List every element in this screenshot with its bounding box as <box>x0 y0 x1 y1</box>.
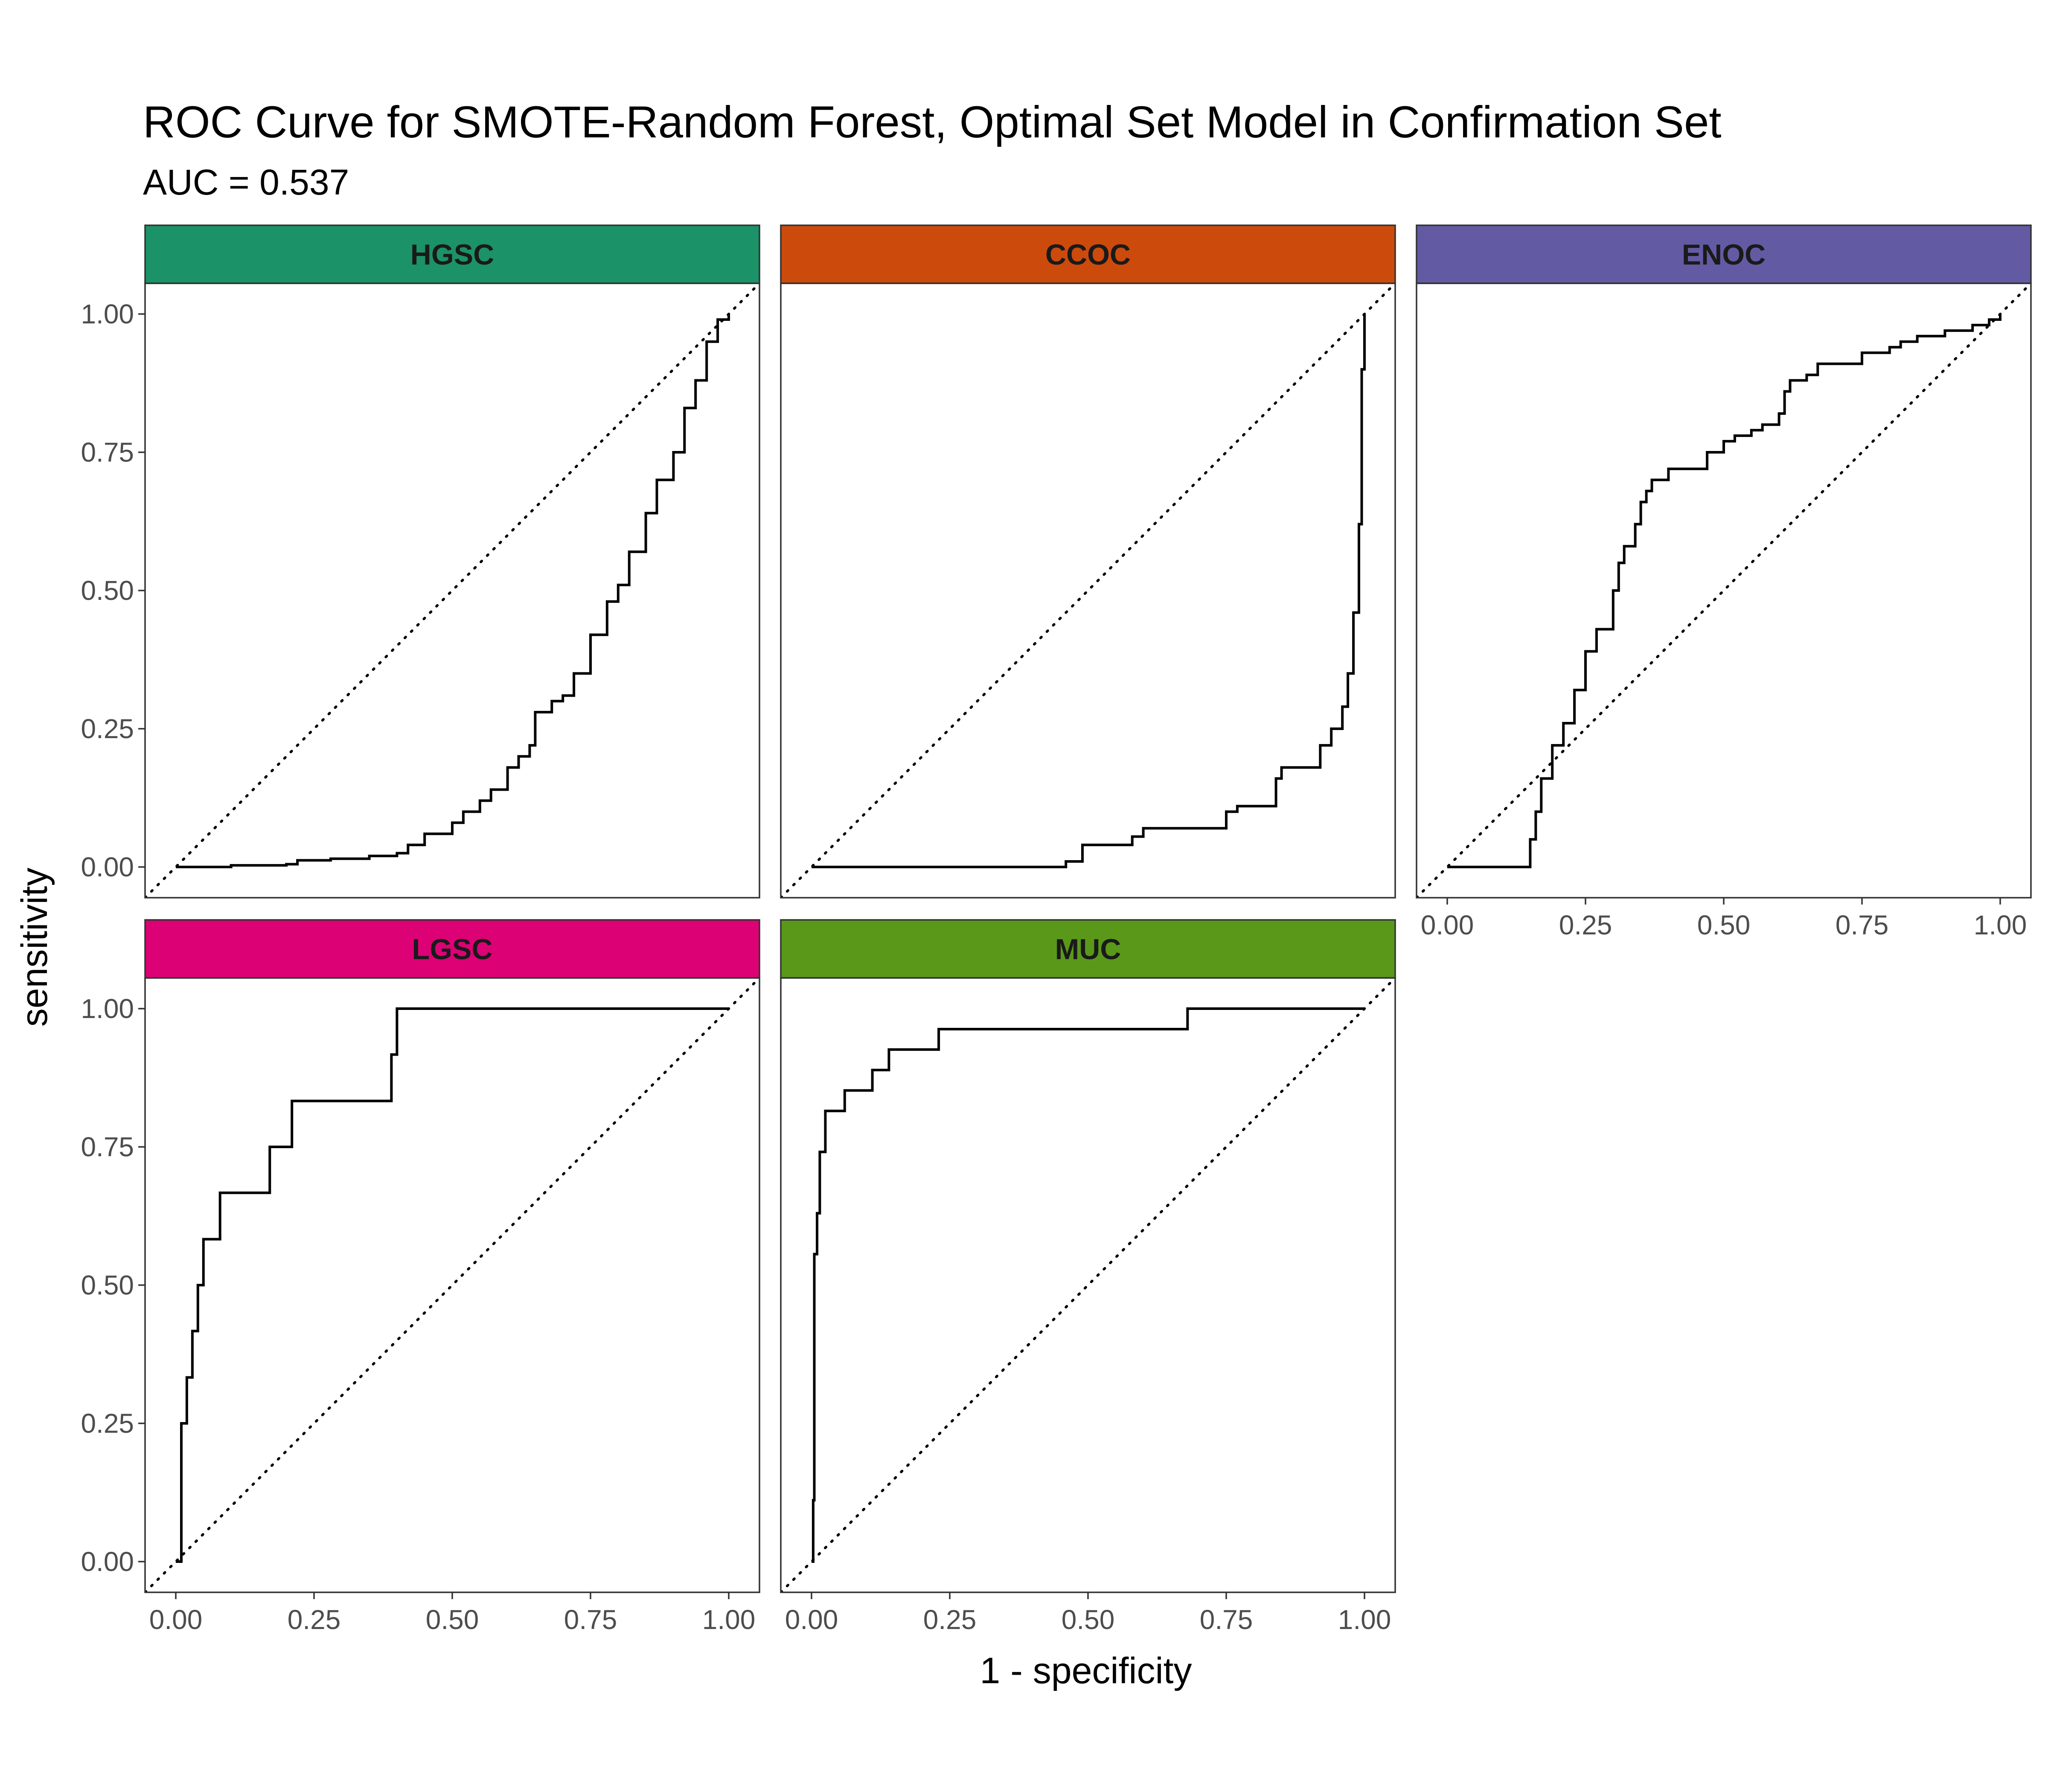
panel-border-ccoc <box>780 282 1396 899</box>
x-tick-label-enoc-0: 0.00 <box>1421 910 1474 940</box>
chart-subtitle: AUC = 0.537 <box>143 162 349 202</box>
strip-label-muc: MUC <box>1055 933 1121 966</box>
plot-area-ccoc <box>781 283 1395 898</box>
facet-lgsc: LGSC 0.00 0.25 0.50 0.75 1.00 0.00 0.25 0.50 0.75… <box>81 919 760 1635</box>
y-tick-label-lgsc-4: 1.00 <box>81 993 134 1024</box>
facet-muc: MUC 0.00 0.25 0.50 0.75 1.00 <box>780 919 1396 1635</box>
strip-lgsc <box>144 919 760 979</box>
x-tick-label-enoc-3: 0.75 <box>1836 910 1889 940</box>
plot-area-muc <box>781 978 1395 1592</box>
reference-line-enoc <box>1417 283 2031 898</box>
roc-curve-muc <box>812 1007 1364 1563</box>
facet-ccoc: CCOC <box>780 224 1396 899</box>
x-tick-label-muc-1: 0.25 <box>923 1604 977 1635</box>
roc-curve-ccoc <box>812 314 1366 868</box>
x-tick-label-enoc-2: 0.50 <box>1697 910 1751 940</box>
y-tick-label-lgsc-3: 0.75 <box>81 1132 134 1162</box>
x-tick-label-enoc-4: 1.00 <box>1974 910 2027 940</box>
reference-line-lgsc <box>145 978 759 1592</box>
plot-area-lgsc <box>145 978 759 1592</box>
chart-title: ROC Curve for SMOTE-Random Forest, Optim… <box>143 97 1722 147</box>
y-tick-label-hgsc-4: 1.00 <box>81 299 134 329</box>
strip-label-enoc: ENOC <box>1682 239 1766 271</box>
strip-hgsc <box>144 224 760 284</box>
reference-line-muc <box>781 978 1395 1592</box>
x-tick-label-muc-0: 0.00 <box>785 1604 838 1635</box>
roc-curve-enoc <box>1447 314 2001 868</box>
x-tick-label-lgsc-0: 0.00 <box>149 1604 203 1635</box>
y-tick-label-hgsc-1: 0.25 <box>81 713 134 744</box>
y-axis-title: sensitivity <box>14 868 55 1027</box>
x-tick-label-muc-2: 0.50 <box>1062 1604 1115 1635</box>
facet-hgsc: HGSC 0.00 0.25 0.50 0.75 1.00 <box>81 224 760 899</box>
x-tick-label-enoc-1: 0.25 <box>1559 910 1612 940</box>
facet-panels: HGSC 0.00 0.25 0.50 0.75 1.00 CCOC ENOC 0.00 0.25… <box>81 224 2032 1635</box>
x-tick-label-muc-4: 1.00 <box>1338 1604 1391 1635</box>
x-tick-label-lgsc-1: 0.25 <box>288 1604 341 1635</box>
strip-label-lgsc: LGSC <box>412 933 493 966</box>
x-tick-label-lgsc-2: 0.50 <box>426 1604 479 1635</box>
y-tick-label-lgsc-0: 0.00 <box>81 1546 134 1577</box>
y-tick-label-hgsc-3: 0.75 <box>81 437 134 468</box>
plot-area-hgsc <box>145 283 759 898</box>
strip-enoc <box>1416 224 2032 284</box>
reference-line-ccoc <box>781 283 1395 898</box>
strip-ccoc <box>780 224 1396 284</box>
x-tick-label-lgsc-3: 0.75 <box>564 1604 617 1635</box>
strip-muc <box>780 919 1396 979</box>
x-axis-title: 1 - specificity <box>980 1650 1192 1691</box>
roc-curve-lgsc <box>176 1007 729 1563</box>
y-tick-label-lgsc-2: 0.50 <box>81 1270 134 1300</box>
roc-curve-hgsc <box>176 314 730 868</box>
y-tick-label-hgsc-2: 0.50 <box>81 575 134 606</box>
reference-line-hgsc <box>145 283 759 898</box>
y-tick-label-lgsc-1: 0.25 <box>81 1408 134 1439</box>
x-tick-label-muc-3: 0.75 <box>1200 1604 1253 1635</box>
strip-label-hgsc: HGSC <box>410 239 494 271</box>
facet-enoc: ENOC 0.00 0.25 0.50 0.75 1.00 <box>1416 224 2032 940</box>
x-tick-label-lgsc-4: 1.00 <box>702 1604 756 1635</box>
plot-area-enoc <box>1417 283 2031 898</box>
strip-label-ccoc: CCOC <box>1045 239 1131 271</box>
y-tick-label-hgsc-0: 0.00 <box>81 852 134 882</box>
